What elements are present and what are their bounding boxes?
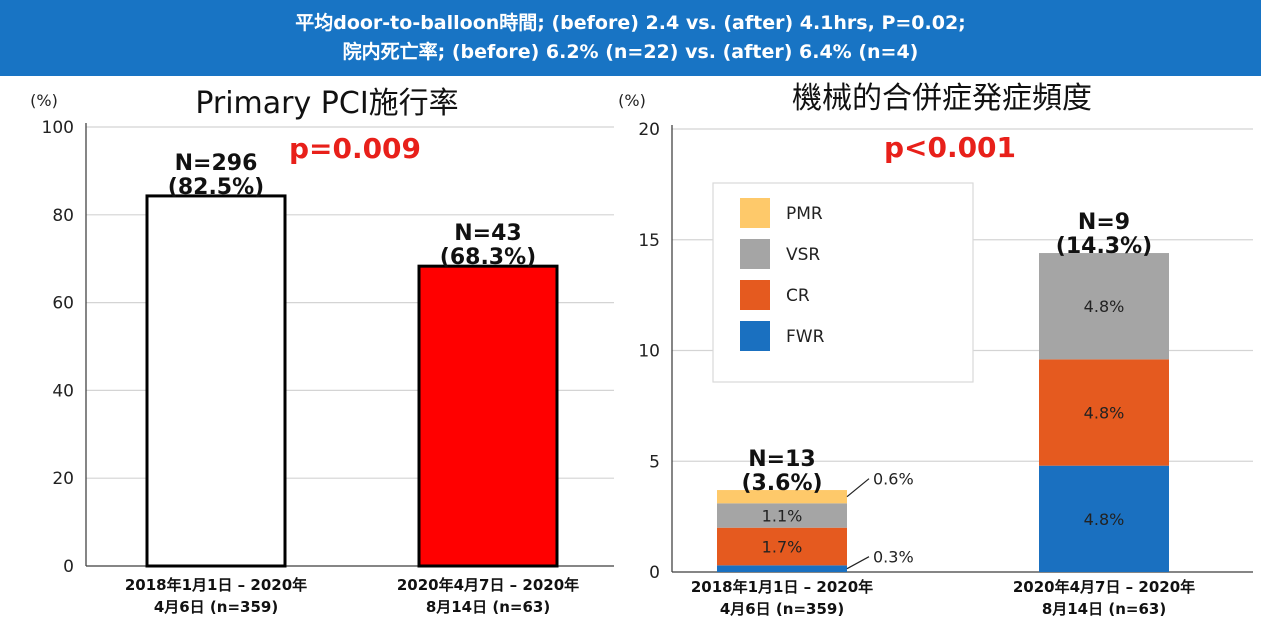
legend-swatch-cr (740, 280, 770, 310)
segment-value-label: 4.8% (1084, 510, 1125, 529)
legend-label: FWR (786, 327, 825, 347)
bar-percent-label: (68.3%) (440, 245, 536, 270)
x-category-label: 2020年4月7日 – 2020年 (397, 576, 579, 594)
y-tick-label: 60 (52, 294, 74, 314)
chart-title: Primary PCI施行率 (195, 86, 458, 121)
x-category-label: 2018年1月1日 – 2020年 (125, 576, 307, 594)
bar-percent-label: (14.3%) (1056, 234, 1152, 259)
x-category-label: 4月6日 (n=359) (720, 600, 844, 618)
y-tick-label: 15 (638, 231, 660, 251)
stacked-segment-cr (1039, 359, 1169, 466)
stacked-segment-cr (717, 527, 847, 566)
chart-title: 機械的合併症発症頻度 (792, 81, 1092, 116)
stacked-segment-fwr (1039, 465, 1169, 572)
legend-swatch-vsr (740, 239, 770, 269)
bar-percent-label: (82.5%) (168, 175, 264, 200)
y-axis-unit-label: (%) (618, 91, 646, 110)
y-tick-label: 80 (52, 206, 74, 226)
y-tick-label: 40 (52, 381, 74, 401)
y-tick-label: 10 (638, 342, 660, 362)
bar-count-label: N=9 (1078, 210, 1130, 235)
x-category-label: 8月14日 (n=63) (1042, 600, 1166, 618)
x-category-label: 8月14日 (n=63) (426, 598, 550, 616)
bar (417, 264, 559, 568)
summary-banner: 平均door-to-balloon時間; (before) 2.4 vs. (a… (0, 0, 1261, 76)
bar-percent-label: (3.6%) (741, 471, 822, 496)
segment-value-label: 1.1% (762, 507, 803, 526)
segment-value-label: 1.7% (762, 538, 803, 557)
y-tick-label: 20 (52, 469, 74, 489)
x-category-label: 2018年1月1日 – 2020年 (691, 578, 873, 596)
bar-count-label: N=13 (748, 447, 815, 472)
x-category-label: 4月6日 (n=359) (154, 598, 278, 616)
segment-value-label: 0.6% (873, 470, 914, 489)
y-tick-label: 20 (638, 120, 660, 140)
legend-label: VSR (786, 245, 820, 265)
banner-line-door-to-balloon: 平均door-to-balloon時間; (before) 2.4 vs. (a… (295, 12, 966, 34)
segment-leader-line (846, 556, 870, 570)
y-tick-label: 5 (649, 452, 660, 472)
bar-count-label: N=296 (175, 151, 258, 176)
legend-swatch-pmr (740, 198, 770, 228)
y-tick-label: 100 (42, 118, 74, 138)
stacked-segment-vsr (1039, 253, 1169, 360)
segment-value-label: 0.3% (873, 548, 914, 567)
segment-leader-line (846, 478, 870, 498)
bar (145, 194, 287, 568)
segment-value-label: 4.8% (1084, 404, 1125, 423)
p-value-label: p=0.009 (289, 132, 421, 165)
y-tick-label: 0 (63, 557, 74, 577)
stacked-segment-fwr (717, 565, 847, 572)
y-axis-unit-label: (%) (30, 91, 58, 110)
x-category-label: 2020年4月7日 – 2020年 (1013, 578, 1195, 596)
segment-value-label: 4.8% (1084, 297, 1125, 316)
stacked-segment-pmr (717, 490, 847, 504)
bar-count-label: N=43 (454, 221, 521, 246)
banner-line-mortality: 院内死亡率; (before) 6.2% (n=22) vs. (after) … (342, 41, 919, 63)
y-tick-label: 0 (649, 563, 660, 583)
legend-label: PMR (786, 204, 823, 224)
p-value-label: p<0.001 (884, 131, 1016, 164)
stacked-segment-vsr (717, 503, 847, 528)
legend-swatch-fwr (740, 321, 770, 351)
legend-label: CR (786, 286, 810, 306)
